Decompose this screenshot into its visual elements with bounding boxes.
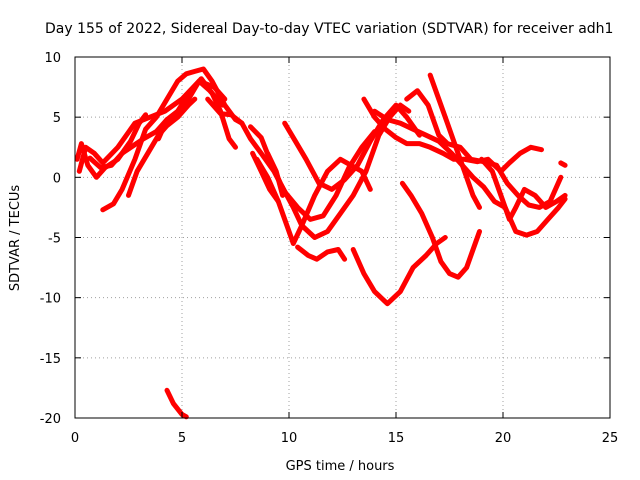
series-track-2 [76,78,228,174]
series-track-22 [164,387,189,420]
series-track-20 [479,156,568,222]
y-axis-label: SDTVAR / TECUs [8,185,23,292]
x-axis-label: GPS time / hours [286,459,395,474]
y-tick-label: 10 [44,51,61,66]
series-track-17 [372,108,568,238]
x-tick-label: 20 [495,431,512,446]
data-series [74,66,568,420]
series-track-12 [282,102,422,192]
y-tick-label: -10 [40,292,61,307]
series-track-14 [350,235,448,307]
x-tick-label: 5 [178,431,186,446]
x-tick-label: 15 [388,431,405,446]
series-track-10 [265,150,286,198]
chart-title: Day 155 of 2022, Sidereal Day-to-day VTE… [45,21,613,37]
axis-ticks: 0 5 10 15 20 25 10 5 0 -5 -10 -15 -20 [40,51,619,446]
grid-lines [75,57,610,418]
y-tick-label: -20 [40,412,61,427]
x-tick-label: 0 [71,431,79,446]
series-track-3 [100,66,245,213]
y-tick-label: -5 [48,232,61,247]
y-tick-label: -15 [40,352,61,367]
y-tick-label: 5 [53,111,61,126]
y-tick-label: 0 [53,171,61,186]
series-track-21 [558,160,568,168]
x-tick-label: 10 [281,431,298,446]
series-track-15 [399,180,482,280]
x-tick-label: 25 [602,431,619,446]
series-track-6 [156,76,238,150]
series-track-13 [250,150,281,204]
series-track-11 [295,244,348,262]
